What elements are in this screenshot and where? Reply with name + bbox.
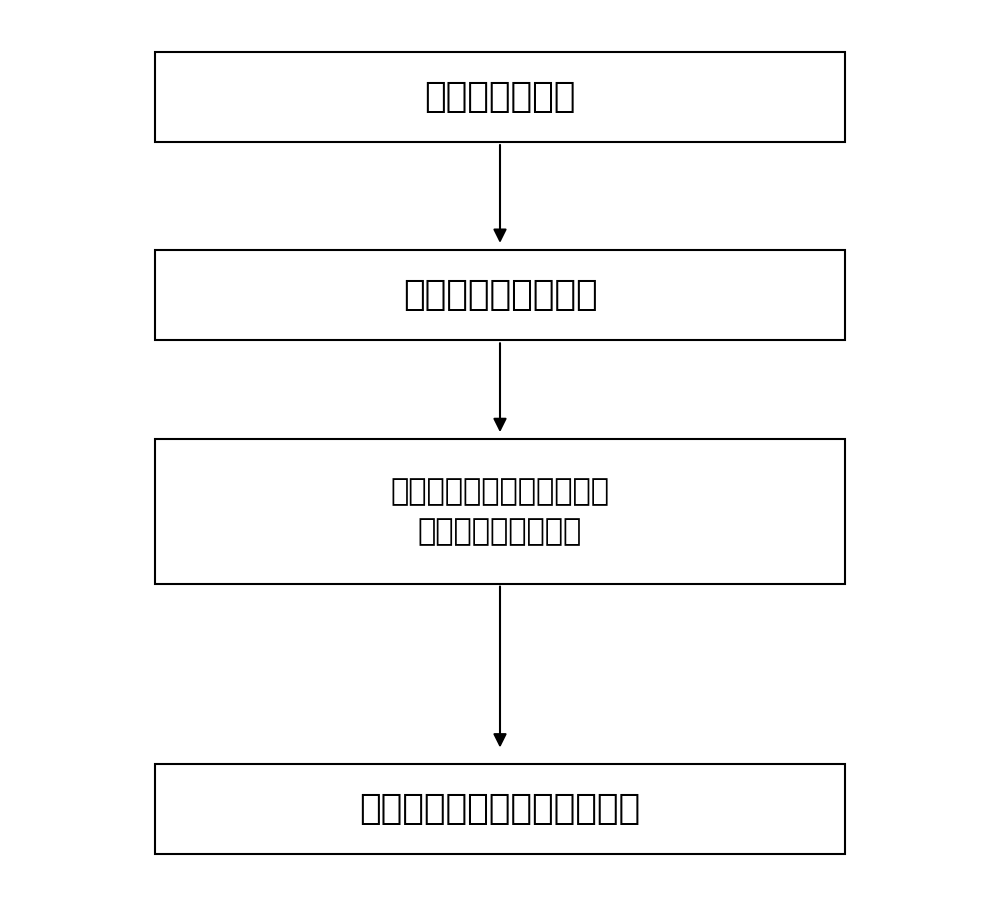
Text: 及测试前样品预处理: 及测试前样品预处理 <box>418 517 582 546</box>
Text: 开展铍矿物原位微区定量分析: 开展铍矿物原位微区定量分析 <box>359 792 641 826</box>
Text: 铍矿石样品采集: 铍矿石样品采集 <box>424 80 576 114</box>
FancyBboxPatch shape <box>155 764 845 854</box>
FancyBboxPatch shape <box>155 52 845 142</box>
Text: 进行镜下观察（矿相鉴定）: 进行镜下观察（矿相鉴定） <box>390 477 610 506</box>
FancyBboxPatch shape <box>155 250 845 340</box>
FancyBboxPatch shape <box>155 439 845 584</box>
Text: 制作探针片或光薄片: 制作探针片或光薄片 <box>403 278 597 312</box>
